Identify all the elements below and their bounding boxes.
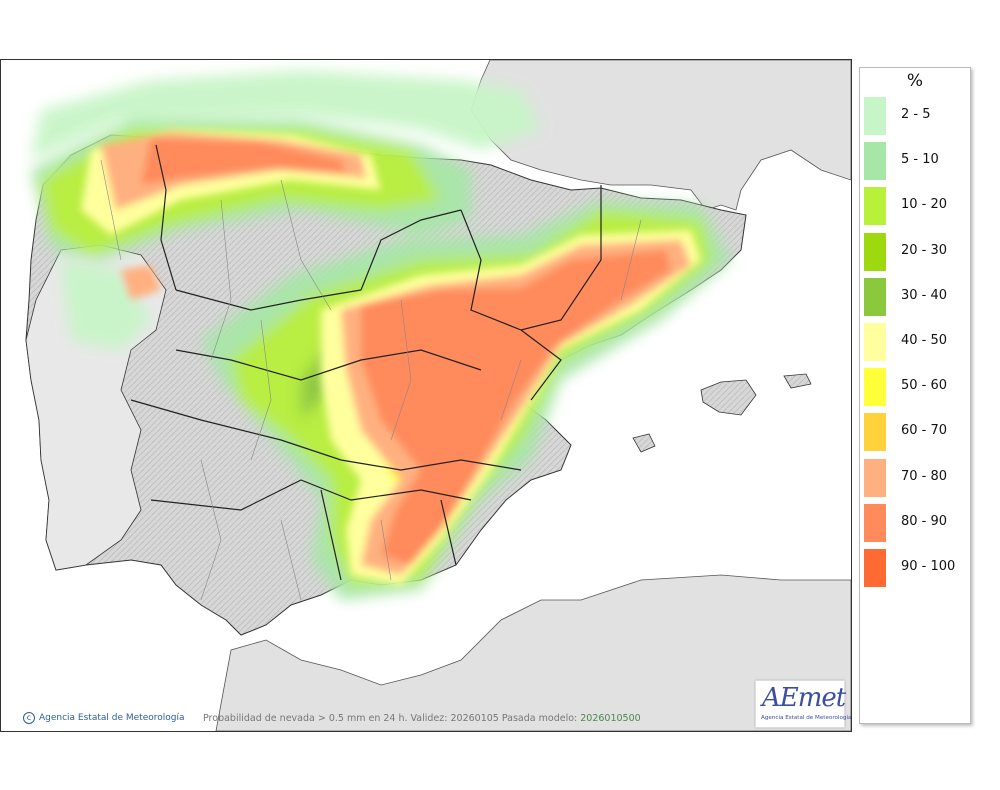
legend-label: 90 - 100 xyxy=(901,559,956,574)
logo-subtitle: Agencia Estatal de Meteorología xyxy=(761,715,852,721)
legend-swatch xyxy=(864,503,886,542)
caption-main: Probabilidad de nevada > 0.5 mm en 24 h.… xyxy=(203,713,578,724)
legend-label: 80 - 90 xyxy=(901,513,948,529)
legend-label: 2 - 5 xyxy=(901,107,931,122)
land-africa xyxy=(215,574,851,731)
legend-label: 10 - 20 xyxy=(901,197,948,213)
legend-item: 80 - 90 xyxy=(864,502,968,544)
legend-item: 60 - 70 xyxy=(864,411,968,453)
legend-label: 40 - 50 xyxy=(901,333,948,348)
legend-item: 5 - 10 xyxy=(864,140,968,182)
legend-item: 10 - 20 xyxy=(864,185,968,227)
land-ibiza xyxy=(632,433,656,453)
legend-label: 70 - 80 xyxy=(901,468,948,484)
legend-label: 60 - 70 xyxy=(901,423,948,439)
legend-item: 40 - 50 xyxy=(864,321,968,363)
map-caption: Probabilidad de nevada > 0.5 mm en 24 h.… xyxy=(203,713,641,724)
copyright-icon: c xyxy=(23,712,35,724)
legend-label: 30 - 40 xyxy=(901,287,948,303)
legend-item: 2 - 5 xyxy=(864,95,968,137)
credit-line: c Agencia Estatal de Meteorología xyxy=(23,712,185,724)
legend-swatch xyxy=(864,97,886,135)
legend-item: 30 - 40 xyxy=(864,276,968,318)
land-menorca xyxy=(783,373,812,389)
legend-panel: % 2 - 5 5 - 10 10 - 20 20 - 30 30 - 40 40 - 5… xyxy=(859,67,971,724)
aemet-logo: AEmet Agencia Estatal de Meteorología xyxy=(755,680,851,728)
land-mallorca xyxy=(700,379,757,416)
legend-item: 90 - 100 xyxy=(864,547,968,589)
logo-mark: AEmet xyxy=(762,683,846,713)
legend-swatch xyxy=(864,277,886,316)
legend-swatch xyxy=(864,142,886,181)
legend-swatch xyxy=(864,549,886,587)
caption-run: 2026010500 xyxy=(580,713,641,724)
legend-item: 70 - 80 xyxy=(864,457,968,499)
province-boundaries xyxy=(100,159,642,601)
legend-swatch xyxy=(864,323,886,361)
legend-label: 20 - 30 xyxy=(901,242,948,258)
legend-swatch xyxy=(864,368,886,407)
legend-item: 50 - 60 xyxy=(864,366,968,408)
legend-swatch xyxy=(864,187,886,226)
legend-unit: % xyxy=(906,71,924,91)
legend-swatch xyxy=(864,413,886,452)
region-boundaries xyxy=(130,144,602,581)
probability-layer xyxy=(31,70,731,600)
legend-item: 20 - 30 xyxy=(864,231,968,273)
legend-label: 5 - 10 xyxy=(901,152,939,168)
legend-swatch xyxy=(864,232,886,271)
map-panel[interactable]: c Agencia Estatal de Meteorología Probab… xyxy=(0,59,852,732)
legend-label: 50 - 60 xyxy=(901,378,948,394)
credit-text: Agencia Estatal de Meteorología xyxy=(39,713,185,723)
legend-swatch xyxy=(864,458,886,497)
snow-probability-map[interactable] xyxy=(1,60,851,731)
